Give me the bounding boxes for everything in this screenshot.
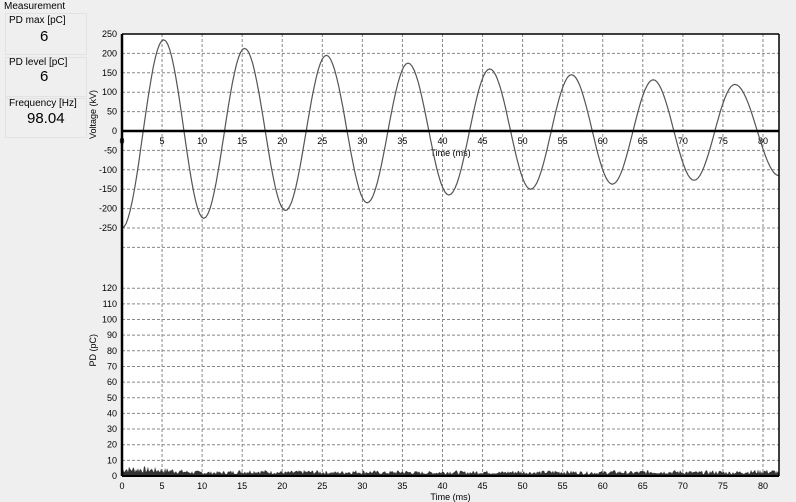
voltage-tick-label: 200 bbox=[102, 48, 117, 58]
voltage-x-tick-label: 40 bbox=[437, 136, 447, 146]
pd-tick-label: 110 bbox=[103, 299, 117, 309]
voltage-x-tick-label: 60 bbox=[598, 136, 608, 146]
pd-tick-label: 20 bbox=[107, 440, 117, 450]
pd-tick-label: 100 bbox=[102, 315, 117, 325]
voltage-tick-label: -250 bbox=[99, 223, 117, 233]
pd-x-tick-label: 45 bbox=[478, 481, 488, 491]
pd-x-tick-label: 60 bbox=[598, 481, 608, 491]
pd-level-value: 6 bbox=[40, 68, 49, 85]
pd-x-tick-label: 40 bbox=[437, 481, 447, 491]
plot-area bbox=[122, 34, 779, 476]
voltage-x-tick-label: 75 bbox=[718, 136, 728, 146]
pd-x-tick-label: 65 bbox=[638, 481, 648, 491]
pd-tick-label: 0 bbox=[112, 471, 117, 481]
voltage-x-tick-label: 10 bbox=[197, 136, 207, 146]
pd-tick-label: 120 bbox=[102, 283, 117, 293]
voltage-tick-label: 50 bbox=[107, 107, 117, 117]
voltage-x-tick-label: 30 bbox=[357, 136, 367, 146]
voltage-tick-label: -150 bbox=[99, 184, 117, 194]
pd-x-tick-label: 25 bbox=[317, 481, 327, 491]
voltage-tick-label: -200 bbox=[99, 204, 117, 214]
pd-x-axis-label: Time (ms) bbox=[430, 492, 470, 502]
pd-tick-label: 60 bbox=[107, 377, 117, 387]
voltage-tick-label: -100 bbox=[99, 165, 117, 175]
pd-level-box bbox=[5, 57, 87, 99]
pd-tick-label: 90 bbox=[107, 330, 117, 340]
pd-level-label: PD level [pC] bbox=[9, 57, 68, 68]
pd-x-tick-label: 10 bbox=[197, 481, 207, 491]
pd-y-axis-label: PD (pC) bbox=[88, 334, 98, 367]
voltage-tick-label: -50 bbox=[104, 145, 117, 155]
measurement-group-title: Measurement bbox=[4, 1, 66, 12]
pd-max-value: 6 bbox=[40, 28, 49, 45]
pd-x-tick-label: 80 bbox=[758, 481, 768, 491]
voltage-x-tick-label: 55 bbox=[558, 136, 568, 146]
voltage-x-tick-label: 20 bbox=[277, 136, 287, 146]
pd-max-box bbox=[5, 13, 87, 55]
voltage-x-tick-label: 45 bbox=[478, 136, 488, 146]
pd-x-tick-label: 30 bbox=[357, 481, 367, 491]
voltage-x-tick-label: 5 bbox=[160, 136, 165, 146]
pd-tick-label: 40 bbox=[107, 408, 117, 418]
pd-x-tick-label: 35 bbox=[397, 481, 407, 491]
pd-series-area bbox=[122, 466, 779, 476]
voltage-x-axis-label: Time (ms) bbox=[430, 148, 470, 158]
pd-tick-label: 70 bbox=[107, 361, 117, 371]
voltage-x-tick-label: 70 bbox=[678, 136, 688, 146]
voltage-x-tick-label: 65 bbox=[638, 136, 648, 146]
pd-x-tick-label: 70 bbox=[678, 481, 688, 491]
pd-tick-label: 30 bbox=[107, 424, 117, 434]
voltage-series-line bbox=[121, 39, 780, 229]
voltage-tick-label: 150 bbox=[102, 68, 117, 78]
pd-x-tick-label: 20 bbox=[277, 481, 287, 491]
pd-x-tick-label: 15 bbox=[237, 481, 247, 491]
voltage-y-axis-label: Voltage (kV) bbox=[88, 90, 98, 139]
frequency-box bbox=[5, 96, 87, 138]
pd-tick-label: 10 bbox=[107, 455, 117, 465]
pd-tick-label: 50 bbox=[107, 393, 117, 403]
pd-x-tick-label: 5 bbox=[160, 481, 165, 491]
voltage-x-tick-label: 15 bbox=[237, 136, 247, 146]
voltage-tick-label: 250 bbox=[102, 29, 117, 39]
pd-x-tick-label: 50 bbox=[518, 481, 528, 491]
voltage-tick-label: 0 bbox=[112, 126, 117, 136]
voltage-x-tick-label: 25 bbox=[317, 136, 327, 146]
frequency-label: Frequency [Hz] bbox=[9, 98, 77, 109]
pd-max-label: PD max [pC] bbox=[9, 15, 66, 26]
pd-tick-label: 80 bbox=[107, 346, 117, 356]
voltage-x-tick-label: 35 bbox=[397, 136, 407, 146]
voltage-x-tick-label: 80 bbox=[758, 136, 768, 146]
pd-x-tick-label: 75 bbox=[718, 481, 728, 491]
voltage-tick-label: 100 bbox=[102, 87, 117, 97]
voltage-x-tick-label: 50 bbox=[518, 136, 528, 146]
pd-x-tick-label: 0 bbox=[119, 481, 124, 491]
pd-x-tick-label: 55 bbox=[558, 481, 568, 491]
frequency-value: 98.04 bbox=[27, 110, 65, 127]
